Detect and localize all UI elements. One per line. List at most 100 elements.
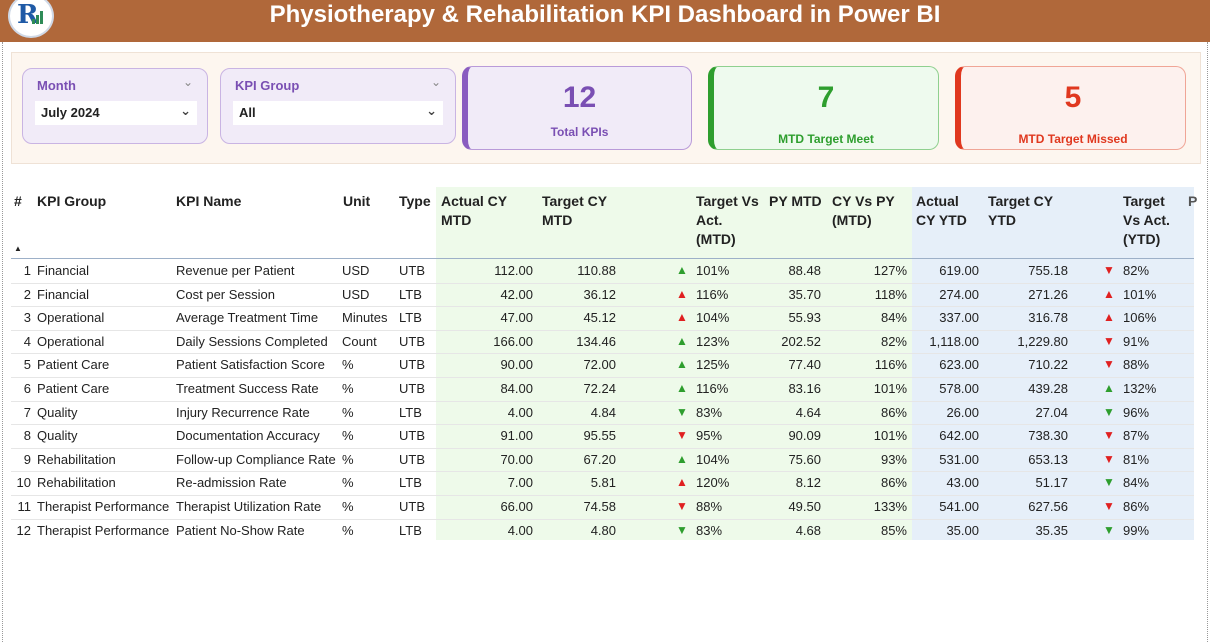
col-header-target-cy-mtd[interactable]: Target CY MTD bbox=[542, 192, 607, 230]
up-arrow-icon: ▲ bbox=[676, 451, 688, 466]
col-header-truncated[interactable]: P bbox=[1188, 193, 1198, 209]
cell-target-cy-mtd: 67.20 bbox=[583, 451, 616, 467]
cell-num: 8 bbox=[23, 428, 31, 444]
month-slicer[interactable]: Month ⌄ July 2024 ⌄ bbox=[22, 68, 208, 144]
cell-num: 11 bbox=[17, 499, 32, 514]
table-row[interactable]: 10 Rehabilitation Re-admission Rate% LTB 7.0… bbox=[11, 471, 1194, 495]
up-arrow-icon: ▲ bbox=[676, 263, 688, 277]
down-arrow-icon: ▼ bbox=[1103, 451, 1115, 466]
mtd-target-missed-label: MTD Target Missed bbox=[1018, 132, 1128, 146]
cell-cy-vs-py-mtd: 101% bbox=[873, 381, 907, 396]
col-header-cy-vs-py-mtd[interactable]: CY Vs PY (MTD) bbox=[832, 192, 895, 230]
cell-unit: % bbox=[342, 428, 354, 444]
table-row[interactable]: 4 Operational Daily Sessions Completed Coun… bbox=[11, 330, 1194, 354]
row-divider bbox=[11, 495, 1194, 496]
col-header-kpi-name[interactable]: KPI Name bbox=[176, 193, 242, 209]
table-row[interactable]: 11 Therapist Performance Therapist Utiliza… bbox=[11, 495, 1194, 519]
cell-unit: % bbox=[342, 404, 354, 420]
table-row[interactable]: 12 Therapist Performance Patient No-Show R… bbox=[11, 519, 1194, 543]
cell-target-vs-act-ytd: 82% bbox=[1123, 263, 1150, 278]
cell-target-vs-act-mtd: 83% bbox=[696, 522, 723, 538]
cell-actual-cy-ytd: 541.00 bbox=[939, 499, 979, 514]
cell-actual-cy-mtd: 112.00 bbox=[494, 263, 533, 278]
table-row[interactable]: 1 Financial Revenue per Patient USD UTB 112.0… bbox=[11, 259, 1194, 283]
cell-target-cy-mtd: 45.12 bbox=[583, 310, 616, 326]
cell-actual-cy-ytd: 337.00 bbox=[939, 310, 979, 326]
row-divider bbox=[11, 518, 1194, 520]
mtd-target-meet-card: 7 MTD Target Meet bbox=[708, 66, 939, 150]
col-header-line: (YTD) bbox=[1123, 231, 1161, 247]
month-value: July 2024 bbox=[41, 105, 100, 120]
cell-target-cy-mtd: 5.81 bbox=[590, 475, 616, 491]
cell-py-mtd: 77.40 bbox=[788, 357, 821, 373]
cell-num: 5 bbox=[23, 357, 31, 373]
cell-cy-vs-py-mtd: 84% bbox=[880, 310, 907, 326]
table-row[interactable]: 9 Rehabilitation Follow-up Compliance Rate… bbox=[11, 448, 1194, 472]
row-divider bbox=[11, 353, 1194, 355]
cell-target-cy-mtd: 134.46 bbox=[576, 333, 616, 349]
chevron-down-icon[interactable]: ⌄ bbox=[430, 75, 441, 89]
table-row[interactable]: 8 Quality Documentation Accuracy% UTB 91.00 9… bbox=[11, 424, 1194, 448]
col-header-kpi-group[interactable]: KPI Group bbox=[37, 193, 107, 209]
chevron-down-icon[interactable]: ⌄ bbox=[182, 75, 193, 89]
cell-kpi-name: Injury Recurrence Rate bbox=[176, 404, 310, 420]
cell-target-vs-act-mtd: 123% bbox=[696, 333, 730, 349]
col-header-target-vs-act-ytd[interactable]: Target Vs Act. (YTD) bbox=[1123, 192, 1170, 249]
ytd-columns-band bbox=[912, 187, 1194, 540]
down-arrow-icon: ▼ bbox=[1103, 475, 1115, 490]
table-row[interactable]: 7 Quality Injury Recurrence Rate% LTB 4.00 4.… bbox=[11, 401, 1194, 425]
col-header-line: CY Vs PY bbox=[832, 193, 895, 209]
cell-kpi-name: Therapist Utilization Rate bbox=[176, 499, 322, 514]
table-row[interactable]: 5 Patient Care Patient Satisfaction Score%… bbox=[11, 353, 1194, 377]
up-arrow-icon: ▲ bbox=[676, 286, 688, 301]
cell-actual-cy-mtd: 66.00 bbox=[500, 499, 533, 514]
mtd-columns-band bbox=[436, 187, 912, 540]
cell-num: 9 bbox=[23, 451, 31, 467]
col-header-target-vs-act-mtd[interactable]: Target Vs Act. (MTD) bbox=[696, 192, 759, 249]
cell-actual-cy-mtd: 90.00 bbox=[500, 357, 533, 373]
col-header-num[interactable]: # bbox=[14, 193, 22, 209]
cell-target-cy-ytd: 755.18 bbox=[1028, 263, 1068, 278]
cell-actual-cy-ytd: 43.00 bbox=[946, 475, 979, 491]
cell-target-cy-mtd: 72.24 bbox=[583, 381, 616, 396]
cell-unit: USD bbox=[342, 263, 370, 278]
cell-py-mtd: 88.48 bbox=[788, 263, 821, 278]
cell-actual-cy-mtd: 42.00 bbox=[500, 286, 533, 302]
cell-cy-vs-py-mtd: 86% bbox=[880, 475, 907, 491]
table-row[interactable]: 2 Financial Cost per Session USD LTB 42.00 36.… bbox=[11, 283, 1194, 307]
total-kpis-card: 12 Total KPIs bbox=[462, 66, 692, 150]
cell-num: 3 bbox=[23, 310, 31, 326]
col-header-target-cy-ytd[interactable]: Target CY YTD bbox=[988, 192, 1053, 230]
cell-target-vs-act-ytd: 88% bbox=[1123, 357, 1150, 373]
cell-target-vs-act-ytd: 87% bbox=[1123, 428, 1150, 444]
cell-cy-vs-py-mtd: 101% bbox=[873, 428, 907, 444]
chevron-down-icon[interactable]: ⌄ bbox=[180, 103, 191, 118]
cell-target-cy-mtd: 4.84 bbox=[590, 404, 616, 420]
cell-target-vs-act-mtd: 104% bbox=[696, 451, 730, 467]
col-header-unit[interactable]: Unit bbox=[343, 193, 371, 209]
cell-py-mtd: 49.50 bbox=[788, 499, 821, 514]
col-header-actual-cy-ytd[interactable]: Actual CY YTD bbox=[916, 192, 967, 230]
col-header-line: Target bbox=[1123, 193, 1165, 209]
month-slicer-label: Month bbox=[37, 78, 76, 93]
table-row[interactable]: 3 Operational Average Treatment Time Minute… bbox=[11, 306, 1194, 330]
cell-target-vs-act-ytd: 99% bbox=[1123, 522, 1150, 538]
kpi-group-dropdown[interactable]: All ⌄ bbox=[233, 101, 443, 125]
total-kpis-label: Total KPIs bbox=[550, 125, 609, 139]
col-header-line: (MTD) bbox=[832, 212, 872, 228]
sort-ascending-icon[interactable]: ▲ bbox=[14, 244, 22, 253]
col-header-line: CY YTD bbox=[916, 212, 967, 228]
cell-type: UTB bbox=[399, 263, 425, 278]
cell-actual-cy-mtd: 7.00 bbox=[507, 475, 533, 491]
table-row[interactable]: 6 Patient Care Treatment Success Rate% UTB 8… bbox=[11, 377, 1194, 401]
month-dropdown[interactable]: July 2024 ⌄ bbox=[35, 101, 197, 125]
col-header-type[interactable]: Type bbox=[399, 193, 431, 209]
kpi-group-slicer[interactable]: KPI Group ⌄ All ⌄ bbox=[220, 68, 456, 144]
chevron-down-icon[interactable]: ⌄ bbox=[426, 103, 437, 118]
cell-py-mtd: 55.93 bbox=[788, 310, 821, 326]
col-header-actual-cy-mtd[interactable]: Actual CY MTD bbox=[441, 192, 507, 230]
col-header-py-mtd[interactable]: PY MTD bbox=[769, 193, 822, 209]
cell-type: LTB bbox=[399, 404, 422, 420]
mtd-target-meet-label: MTD Target Meet bbox=[778, 132, 874, 146]
cell-target-cy-ytd: 271.26 bbox=[1028, 286, 1068, 302]
